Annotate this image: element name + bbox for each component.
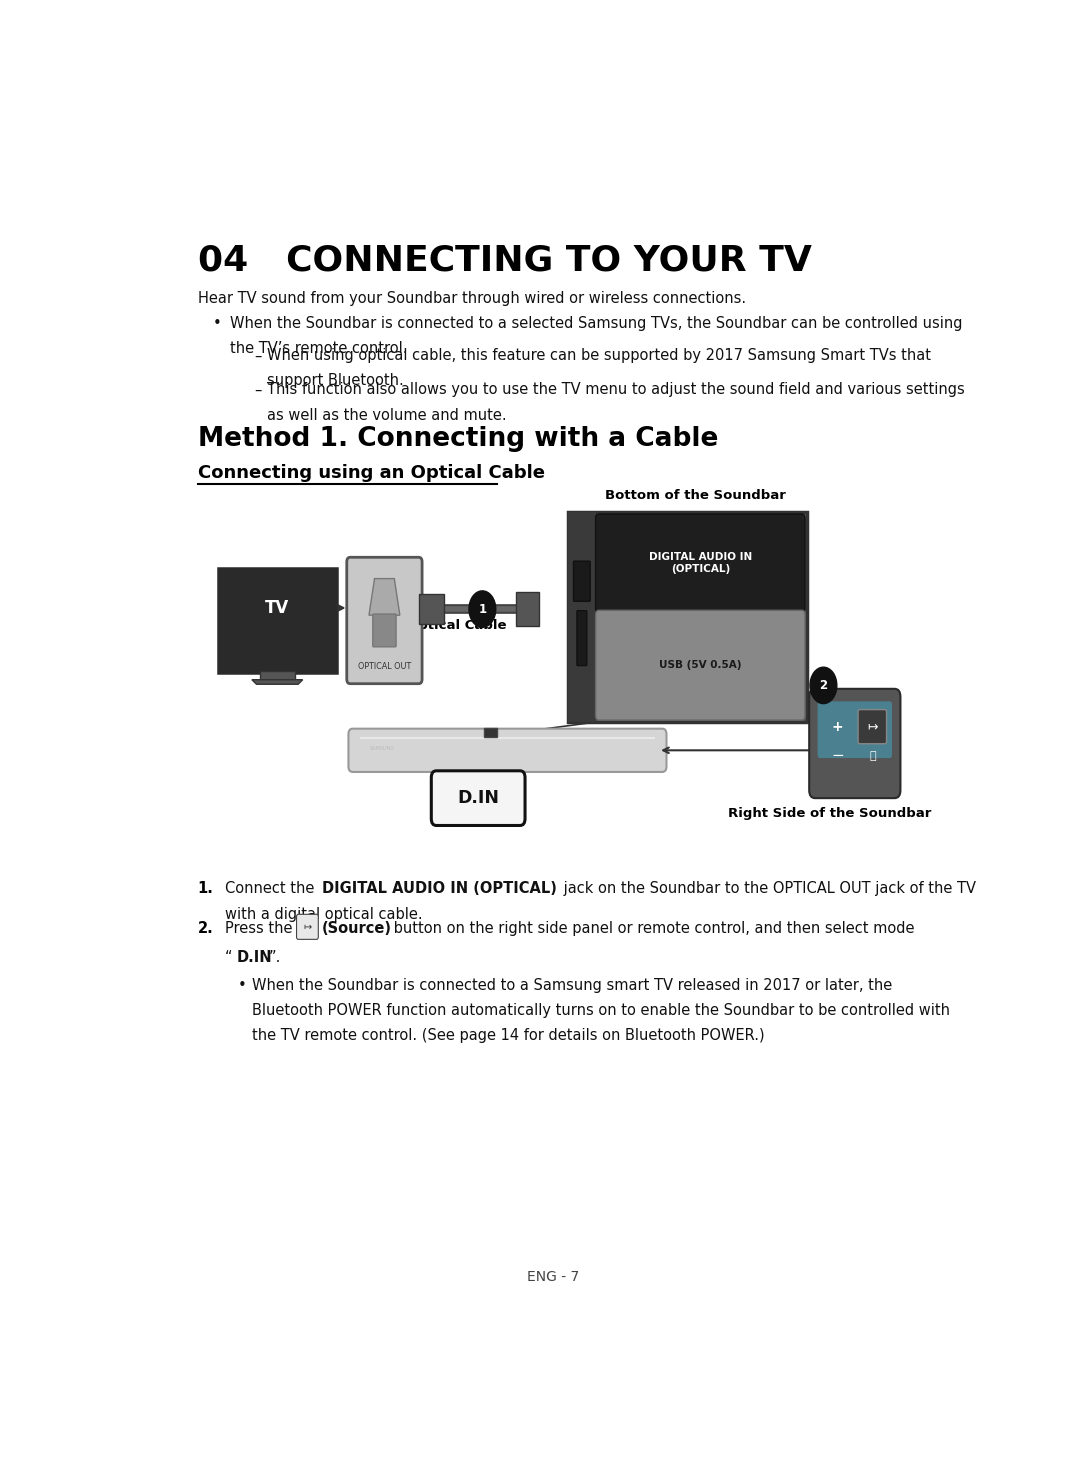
Text: This function also allows you to use the TV menu to adjust the sound field and v: This function also allows you to use the… [267,383,966,398]
Text: Connect the: Connect the [225,881,319,896]
Text: Hear TV sound from your Soundbar through wired or wireless connections.: Hear TV sound from your Soundbar through… [198,291,746,306]
Text: OPTICAL OUT: OPTICAL OUT [357,663,411,671]
Text: with a digital optical cable.: with a digital optical cable. [225,908,422,923]
Polygon shape [369,578,400,615]
Text: button on the right side panel or remote control, and then select mode: button on the right side panel or remote… [389,921,914,936]
FancyBboxPatch shape [595,611,805,720]
Text: support Bluetooth.: support Bluetooth. [267,373,404,389]
Text: Optical Cable: Optical Cable [407,620,507,633]
Text: •: • [238,978,246,992]
Bar [568,512,595,722]
Text: ↦: ↦ [867,720,878,734]
FancyBboxPatch shape [347,558,422,683]
Text: SAMSUNG: SAMSUNG [369,745,394,750]
Bar [419,595,444,624]
Text: 1.: 1. [198,881,214,896]
Text: USB (5V 0.5A): USB (5V 0.5A) [659,660,742,670]
Text: D.IN: D.IN [457,790,499,808]
Text: ENG - 7: ENG - 7 [527,1270,580,1284]
FancyBboxPatch shape [349,729,666,772]
Text: Bottom of the Soundbar: Bottom of the Soundbar [606,490,786,501]
Text: Connecting using an Optical Cable: Connecting using an Optical Cable [198,464,544,482]
Bar [516,592,539,626]
Text: Method 1. Connecting with a Cable: Method 1. Connecting with a Cable [198,426,718,451]
Text: −: − [831,748,843,763]
Text: +: + [832,720,843,734]
Text: 04   CONNECTING TO YOUR TV: 04 CONNECTING TO YOUR TV [198,244,812,278]
FancyBboxPatch shape [859,710,887,744]
Text: (Source): (Source) [322,921,392,936]
Text: –: – [255,383,262,398]
FancyBboxPatch shape [373,614,396,646]
Text: DIGITAL AUDIO IN (OPTICAL): DIGITAL AUDIO IN (OPTICAL) [322,881,556,896]
Text: 1: 1 [478,602,486,615]
Text: Bluetooth POWER function automatically turns on to enable the Soundbar to be con: Bluetooth POWER function automatically t… [253,1003,950,1018]
Text: 2: 2 [820,679,827,692]
Text: –: – [255,349,262,364]
Text: ↦: ↦ [303,921,311,932]
Text: ”.: ”. [269,950,281,964]
Text: When the Soundbar is connected to a selected Samsung TVs, the Soundbar can be co: When the Soundbar is connected to a sele… [230,317,962,331]
Polygon shape [260,670,295,680]
Text: jack on the Soundbar to the OPTICAL OUT jack of the TV: jack on the Soundbar to the OPTICAL OUT … [559,881,976,896]
FancyBboxPatch shape [573,561,591,602]
FancyBboxPatch shape [218,568,337,673]
FancyBboxPatch shape [568,512,807,722]
FancyBboxPatch shape [818,701,892,759]
Circle shape [810,667,837,704]
Text: When using optical cable, this feature can be supported by 2017 Samsung Smart TV: When using optical cable, this feature c… [267,349,931,364]
Text: •: • [213,317,221,331]
Text: Right Side of the Soundbar: Right Side of the Soundbar [728,808,931,821]
Text: 2.: 2. [198,921,214,936]
FancyBboxPatch shape [577,611,586,666]
Text: “: “ [225,950,232,964]
Polygon shape [252,680,302,685]
Text: as well as the volume and mute.: as well as the volume and mute. [267,408,507,423]
Text: TV: TV [266,599,289,617]
Text: the TV remote control. (See page 14 for details on Bluetooth POWER.): the TV remote control. (See page 14 for … [253,1028,765,1043]
Text: When the Soundbar is connected to a Samsung smart TV released in 2017 or later, : When the Soundbar is connected to a Sams… [253,978,892,992]
FancyBboxPatch shape [809,689,901,799]
FancyBboxPatch shape [297,914,319,939]
Text: D.IN: D.IN [237,950,272,964]
FancyBboxPatch shape [431,771,525,825]
Text: ⏻: ⏻ [869,751,876,760]
Circle shape [469,592,496,627]
Text: Press the: Press the [225,921,297,936]
Text: the TV’s remote control.: the TV’s remote control. [230,342,407,356]
FancyBboxPatch shape [595,515,805,612]
Bar [484,728,498,737]
Text: DIGITAL AUDIO IN
(OPTICAL): DIGITAL AUDIO IN (OPTICAL) [649,553,752,574]
